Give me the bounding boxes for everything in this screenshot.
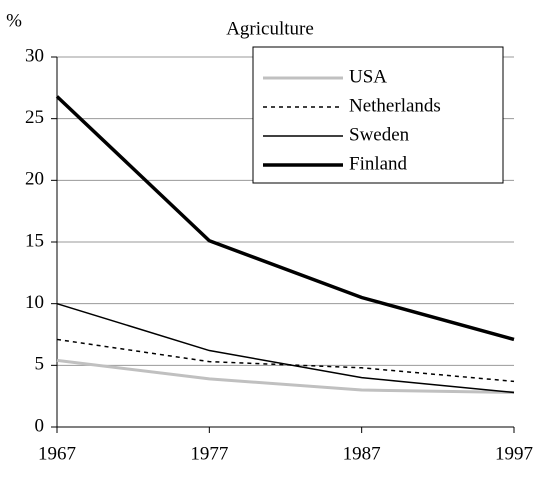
series-line	[56, 358, 515, 394]
y-tick-label: 10	[25, 292, 44, 313]
x-tick-label: 1977	[190, 443, 228, 464]
legend-label: Sweden	[349, 124, 410, 145]
legend-label: Netherlands	[349, 95, 441, 116]
legend-box	[252, 46, 504, 184]
y-tick-label: 30	[25, 45, 44, 66]
series-line	[56, 338, 515, 383]
legend-label: Finland	[349, 153, 408, 174]
x-tick-label: 1997	[495, 443, 533, 464]
series-line	[55, 95, 515, 342]
y-tick-label: 25	[25, 107, 44, 128]
y-tick-label: 5	[35, 354, 45, 375]
y-tick-label: 0	[35, 415, 45, 436]
y-axis-label: %	[6, 10, 22, 31]
y-tick-label: 20	[25, 169, 44, 190]
chart-title: Agriculture	[226, 18, 314, 39]
x-tick-label: 1987	[343, 443, 381, 464]
y-tick-label: 15	[25, 230, 44, 251]
x-tick-label: 1967	[38, 443, 76, 464]
series-line	[56, 302, 515, 394]
legend-label: USA	[349, 66, 387, 87]
